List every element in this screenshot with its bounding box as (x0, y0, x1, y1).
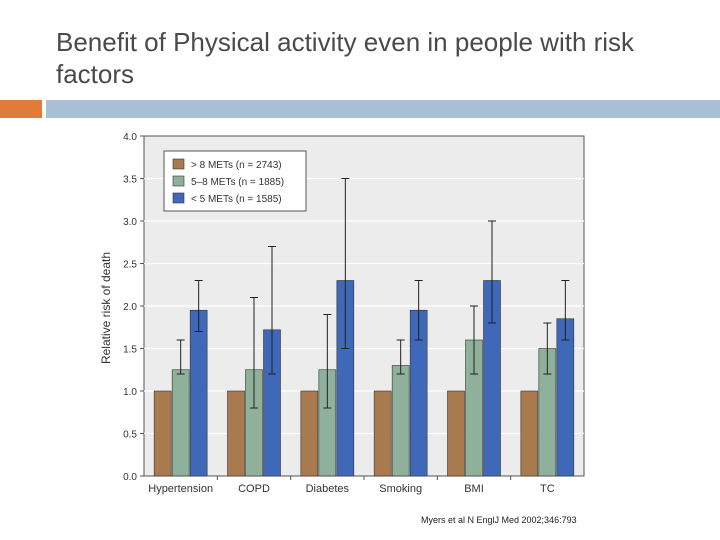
bar (391, 365, 410, 477)
legend-swatch (172, 175, 185, 187)
accent-bar (0, 100, 42, 118)
bar (556, 318, 575, 477)
x-tick-label: Hypertension (148, 483, 213, 495)
bar (189, 309, 208, 477)
bar (153, 390, 172, 477)
bar (227, 390, 245, 477)
x-tick-label: Smoking (379, 483, 422, 495)
y-tick-label: 2.0 (123, 302, 137, 313)
y-tick-label: 1.5 (123, 345, 137, 356)
y-tick-label: 0.5 (123, 430, 137, 441)
citation: Myers et al N EnglJ Med 2002;346:793 (421, 515, 577, 525)
bar (300, 390, 319, 477)
y-tick-label: 0.0 (123, 472, 137, 483)
bar (373, 390, 392, 477)
x-tick-label: BMI (464, 483, 484, 495)
legend-box (163, 150, 307, 212)
bar-chart: Relative risk of death 0.0 0.5 1.0 1.5 2.0 2.… (99, 132, 585, 495)
legend-swatch (172, 192, 185, 204)
legend-label: > 8 METs (n = 2743) (191, 160, 282, 171)
y-tick-label: 2.5 (123, 260, 137, 271)
x-tick-label: TC (540, 483, 555, 495)
bar (520, 390, 539, 477)
slide-title: Benefit of Physical activity even in peo… (56, 27, 635, 89)
y-tick-label: 3.0 (123, 217, 137, 228)
chart-container: Relative risk of death 0.0 0.5 1.0 1.5 2.0 2.… (96, 126, 596, 506)
x-tick-label: Diabetes (306, 483, 350, 495)
x-tick-label: COPD (238, 483, 270, 495)
y-tick-label: 3.5 (123, 175, 137, 186)
legend-swatch (172, 158, 185, 170)
title-rule (46, 100, 720, 118)
bar (447, 390, 465, 477)
bar (171, 369, 190, 477)
legend-label: < 5 METs (n = 1585) (191, 194, 282, 205)
y-tick-label: 1.0 (123, 387, 137, 398)
y-axis-label: Relative risk of death (99, 252, 113, 364)
y-tick-label: 4.0 (123, 132, 137, 143)
legend-label: 5–8 METs (n = 1885) (191, 177, 284, 188)
